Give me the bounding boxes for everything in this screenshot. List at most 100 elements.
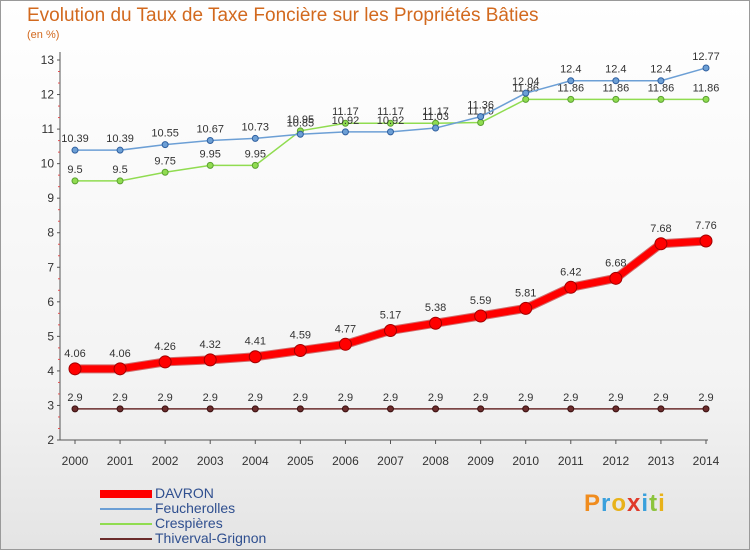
data-label-davron: 5.17 <box>380 309 401 321</box>
data-label-crespi-res: 11.86 <box>557 82 584 94</box>
data-label-davron: 4.59 <box>290 330 311 342</box>
data-label-feucherolles: 10.73 <box>242 121 270 133</box>
data-label-crespi-res: 11.86 <box>693 82 720 94</box>
legend-swatch-feucherolles <box>100 508 152 510</box>
data-point-feucherolles <box>612 77 620 85</box>
data-point-feucherolles <box>251 134 259 142</box>
data-label-crespi-res: 11.17 <box>422 106 449 118</box>
data-label-thiverval-grignon: 2.9 <box>383 392 398 404</box>
data-point-thiverval-grignon <box>251 405 259 413</box>
data-label-feucherolles: 12.77 <box>692 51 720 63</box>
data-label-thiverval-grignon: 2.9 <box>653 392 668 404</box>
data-label-thiverval-grignon: 2.9 <box>563 392 578 404</box>
data-label-feucherolles: 10.92 <box>377 115 405 127</box>
y-tick-label: 6 <box>47 295 54 309</box>
data-point-feucherolles <box>702 64 710 72</box>
data-label-davron: 4.06 <box>64 348 85 360</box>
data-point-crespi-res <box>657 95 665 103</box>
data-point-thiverval-grignon <box>161 405 169 413</box>
data-label-feucherolles: 10.55 <box>151 128 179 140</box>
logo-letter: r <box>601 490 612 517</box>
data-label-crespi-res: 9.5 <box>112 164 127 176</box>
logo-letter: i <box>641 490 650 517</box>
x-tick-label: 2006 <box>332 454 359 468</box>
data-label-crespi-res: 9.75 <box>154 155 175 167</box>
legend-item-thiverval-grignon: Thiverval-Grignon <box>100 530 320 546</box>
data-point-davron <box>158 355 172 369</box>
data-label-feucherolles: 12.4 <box>650 64 671 76</box>
data-label-thiverval-grignon: 2.9 <box>473 392 488 404</box>
logo-letter: P <box>584 490 602 517</box>
data-point-thiverval-grignon <box>116 405 124 413</box>
x-tick-label: 2009 <box>467 454 494 468</box>
data-label-feucherolles: 12.04 <box>512 76 540 88</box>
data-point-thiverval-grignon <box>296 405 304 413</box>
y-tick-label: 9 <box>47 191 54 205</box>
x-tick-label: 2002 <box>152 454 179 468</box>
x-tick-label: 2011 <box>558 454 584 468</box>
data-label-thiverval-grignon: 2.9 <box>338 392 353 404</box>
data-point-feucherolles <box>161 141 169 149</box>
data-label-davron: 4.41 <box>245 336 266 348</box>
x-tick-label: 2003 <box>197 454 224 468</box>
data-point-davron <box>203 353 217 367</box>
data-point-feucherolles <box>387 128 394 136</box>
data-point-thiverval-grignon <box>432 405 440 413</box>
data-label-crespi-res: 11.17 <box>332 106 359 118</box>
data-label-feucherolles: 10.39 <box>61 133 89 145</box>
legend-swatch-davron <box>100 490 152 498</box>
data-label-davron: 7.76 <box>695 220 716 232</box>
data-label-thiverval-grignon: 2.9 <box>67 392 82 404</box>
data-point-thiverval-grignon <box>522 405 530 413</box>
data-point-davron <box>474 309 488 323</box>
data-point-feucherolles <box>432 124 440 132</box>
data-label-crespi-res: 11.86 <box>602 82 629 94</box>
legend: DAVRON Feucherolles Crespières Thiverval… <box>100 485 320 546</box>
data-point-crespi-res <box>522 95 530 103</box>
data-label-thiverval-grignon: 2.9 <box>428 392 443 404</box>
logo-letter: t <box>649 490 659 517</box>
data-point-crespi-res <box>71 177 79 185</box>
data-point-crespi-res <box>206 161 214 169</box>
data-point-crespi-res <box>387 119 394 127</box>
data-label-crespi-res: 9.95 <box>200 148 221 160</box>
x-tick-label: 2008 <box>422 454 449 468</box>
data-point-davron <box>699 234 713 248</box>
data-label-feucherolles: 12.4 <box>605 64 626 76</box>
data-point-davron <box>564 280 578 294</box>
data-label-davron: 4.26 <box>154 341 175 353</box>
data-label-davron: 5.59 <box>470 295 491 307</box>
data-label-davron: 5.38 <box>425 302 446 314</box>
legend-label-thiverval-grignon: Thiverval-Grignon <box>155 530 267 546</box>
data-point-davron <box>338 337 352 351</box>
y-tick-label: 10 <box>41 157 55 171</box>
data-point-crespi-res <box>612 95 620 103</box>
data-point-feucherolles <box>341 128 349 136</box>
data-label-davron: 4.32 <box>200 339 221 351</box>
data-point-feucherolles <box>567 77 575 85</box>
logo-letter: i <box>658 490 666 517</box>
data-label-feucherolles: 12.4 <box>560 64 581 76</box>
y-tick-label: 2 <box>47 433 54 447</box>
data-point-crespi-res <box>341 119 349 127</box>
legend-item-davron: DAVRON <box>100 485 320 501</box>
legend-item-feucherolles: Feucherolles <box>100 500 320 516</box>
data-label-crespi-res: 11.86 <box>648 82 675 94</box>
x-tick-label: 2014 <box>693 454 720 468</box>
data-label-davron: 6.68 <box>605 257 626 269</box>
data-label-davron: 4.77 <box>335 323 356 335</box>
data-point-crespi-res <box>251 161 259 169</box>
data-label-thiverval-grignon: 2.9 <box>293 392 308 404</box>
data-point-feucherolles <box>657 77 665 85</box>
y-tick-label: 13 <box>41 53 55 67</box>
data-point-thiverval-grignon <box>612 405 620 413</box>
legend-label-feucherolles: Feucherolles <box>155 500 236 516</box>
legend-label-crespieres: Crespières <box>155 515 223 531</box>
data-point-davron <box>429 316 443 330</box>
legend-swatch-crespieres <box>100 523 152 525</box>
data-label-thiverval-grignon: 2.9 <box>112 392 127 404</box>
x-tick-label: 2007 <box>377 454 404 468</box>
data-label-thiverval-grignon: 2.9 <box>518 392 533 404</box>
x-tick-label: 2005 <box>287 454 314 468</box>
x-tick-label: 2013 <box>648 454 675 468</box>
